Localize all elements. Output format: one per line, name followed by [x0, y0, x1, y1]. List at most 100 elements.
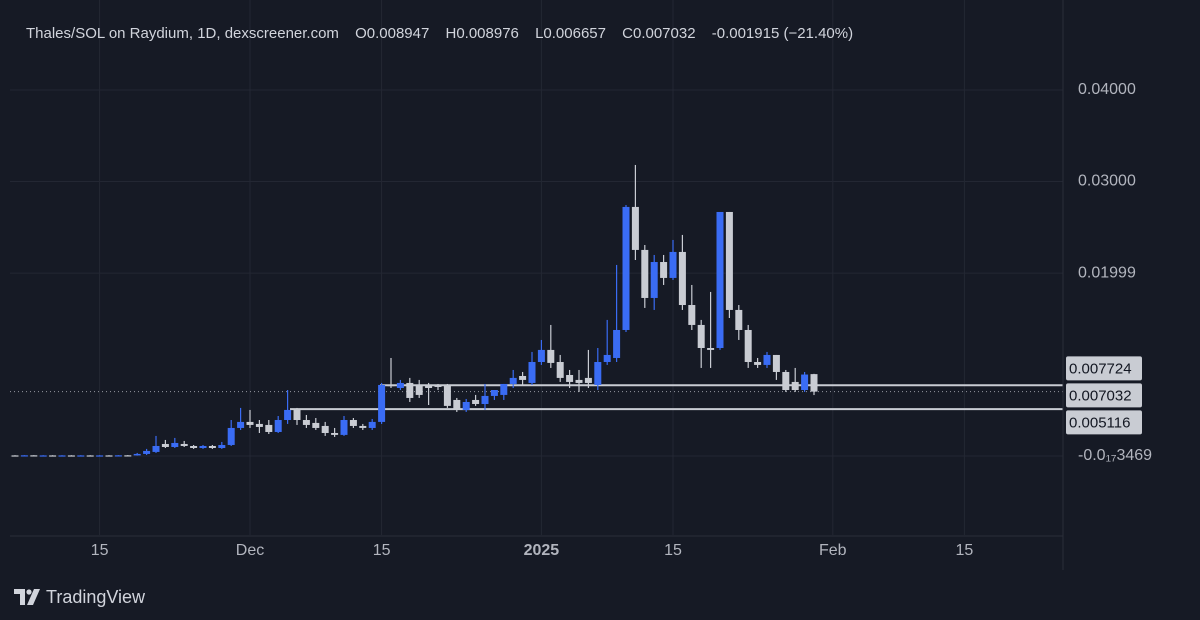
candle-body: [631, 206, 639, 250]
y-tick-label: 0.01999: [1078, 264, 1136, 281]
candle-body: [58, 455, 66, 457]
candle-body: [462, 401, 470, 410]
candle-body: [716, 211, 724, 349]
candle-body: [396, 382, 404, 388]
candle-body: [227, 427, 235, 445]
candle-body: [725, 211, 733, 310]
candle-body: [566, 374, 574, 382]
x-tick-label: 15: [956, 542, 974, 559]
candle-body: [735, 309, 743, 330]
candle-body: [613, 329, 621, 358]
candle-body: [763, 354, 771, 365]
candle-body: [641, 249, 649, 298]
candle-body: [509, 377, 517, 384]
candle-body: [124, 455, 132, 457]
candle-body: [453, 399, 461, 410]
chart-title: Thales/SOL on Raydium, 1D, dexscreener.c…: [26, 25, 339, 42]
candle-body: [199, 445, 207, 448]
candle-body: [697, 324, 705, 349]
candle-body: [302, 420, 310, 425]
candle-body: [96, 455, 104, 457]
candle-body: [801, 374, 809, 390]
price-label: 0.007724: [1069, 360, 1132, 377]
candle-body: [20, 455, 28, 457]
x-tick-label: 15: [91, 542, 109, 559]
x-tick-label: 15: [664, 542, 682, 559]
ohlc-open: O0.008947: [355, 25, 429, 42]
y-tick-label: 0.03000: [1078, 173, 1136, 190]
candle-body: [481, 395, 489, 404]
ohlc-low: L0.006657: [535, 25, 606, 42]
candle-body: [265, 424, 273, 432]
candle-body: [575, 379, 583, 383]
candle-body: [171, 442, 179, 447]
candle-body: [594, 362, 602, 385]
candle-body: [688, 305, 696, 325]
grid: [10, 0, 1063, 535]
candle-body: [39, 455, 47, 457]
price-label-box: [1066, 383, 1142, 408]
price-label-box: [1066, 410, 1142, 435]
candle-body: [105, 455, 113, 457]
candle-body: [547, 349, 555, 363]
candle-body: [669, 251, 677, 278]
candle-body: [246, 421, 254, 425]
candle-body: [340, 420, 348, 435]
candle-body: [434, 384, 442, 387]
candle-body: [274, 420, 282, 432]
candle-body: [754, 362, 762, 365]
axis: 0.04000 0.03000 0.01999 -0.0₁₇3469 15 Dec 15 20…: [91, 81, 1152, 559]
candle-body: [415, 384, 423, 395]
candle-body: [77, 455, 85, 457]
price-label: 0.005116: [1069, 414, 1130, 431]
candle-body: [49, 455, 57, 457]
brand-name: TradingView: [46, 587, 146, 607]
candle-body: [378, 384, 386, 422]
candle-body: [791, 381, 799, 390]
candle-body: [772, 354, 780, 372]
candle-body: [406, 382, 414, 398]
candle-body: [368, 421, 376, 428]
candle-body: [556, 362, 564, 378]
y-tick-label: -0.0₁₇3469: [1078, 447, 1152, 464]
x-tick-label: 2025: [524, 542, 560, 559]
candle-body: [133, 453, 141, 456]
candle-body: [425, 384, 433, 388]
brand-logo: [14, 589, 40, 605]
candle-body: [472, 399, 480, 404]
x-tick-label: Dec: [236, 542, 264, 559]
candle-body: [67, 455, 75, 457]
candle-body: [650, 262, 658, 298]
candle-body: [584, 377, 592, 383]
candle-body: [349, 420, 357, 426]
candle-body: [293, 409, 301, 421]
candle-body: [255, 423, 263, 427]
candle-body: [190, 445, 198, 448]
candle-body: [744, 329, 752, 363]
ohlc-close: C0.007032: [622, 25, 695, 42]
candle-body: [387, 384, 395, 387]
candle-body: [237, 421, 245, 428]
candle-body: [143, 450, 151, 454]
candle-body: [321, 425, 329, 433]
candle-body: [30, 455, 38, 457]
x-tick-label: Feb: [819, 542, 847, 559]
candle-body: [218, 444, 226, 448]
candle-body: [603, 354, 611, 363]
candle-body: [500, 383, 508, 395]
candle-body: [528, 362, 536, 383]
price-label: 0.007032: [1069, 387, 1132, 404]
candle-body: [161, 443, 169, 447]
candle-body: [312, 422, 320, 428]
candle-body: [443, 385, 451, 406]
candle-body: [782, 371, 790, 390]
candle-body: [359, 425, 367, 428]
candle-body: [208, 445, 216, 448]
candle-body: [537, 349, 545, 363]
candle-body: [86, 455, 94, 457]
candle-body: [114, 455, 122, 457]
candle-body: [519, 376, 527, 380]
candle-body: [678, 251, 686, 306]
